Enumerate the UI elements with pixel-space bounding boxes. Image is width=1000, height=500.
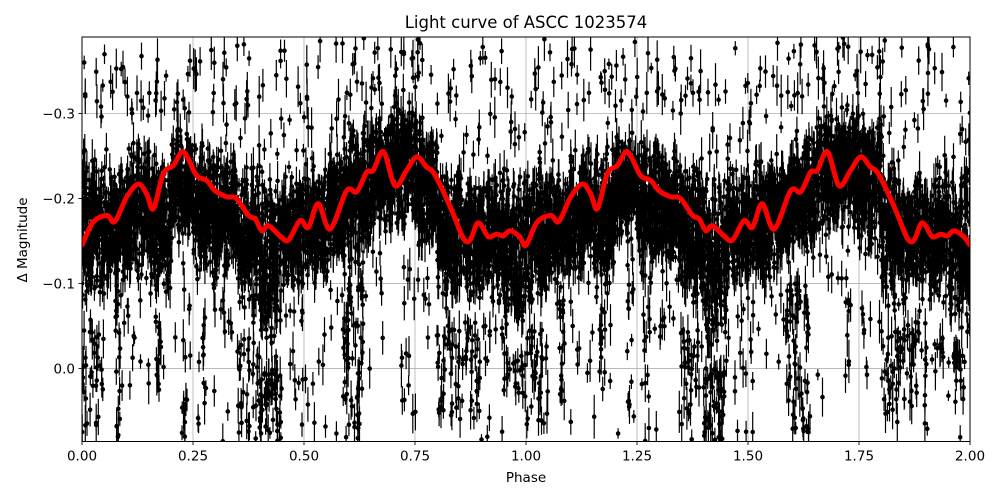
x-tick-label: 0.00 [67,449,97,465]
plot-area [82,37,970,442]
x-tick-label: 1.00 [511,449,541,465]
x-axis-label: Phase [506,470,546,486]
y-tick-label: 0.0 [54,361,75,377]
chart-title: Light curve of ASCC 1023574 [405,13,648,32]
x-tick-label: 0.25 [178,449,208,465]
y-axis-label: Δ Magnitude [15,197,31,282]
x-tick-label: 0.50 [289,449,319,465]
x-axis: 0.00 0.25 0.50 0.75 1.00 1.25 1.50 1.75 2.00 [67,441,985,465]
x-tick-label: 1.50 [733,449,763,465]
x-tick-label: 1.75 [844,449,874,465]
x-tick-label: 2.00 [955,449,985,465]
y-tick-label: −0.3 [42,106,75,122]
y-tick-label: −0.2 [42,191,75,207]
x-tick-label: 0.75 [400,449,430,465]
y-axis: −0.3 −0.2 −0.1 0.0 [42,106,82,377]
model-curve-line [82,149,970,249]
scatter-points [82,37,970,442]
y-tick-label: −0.1 [42,276,75,292]
x-tick-label: 1.25 [622,449,652,465]
